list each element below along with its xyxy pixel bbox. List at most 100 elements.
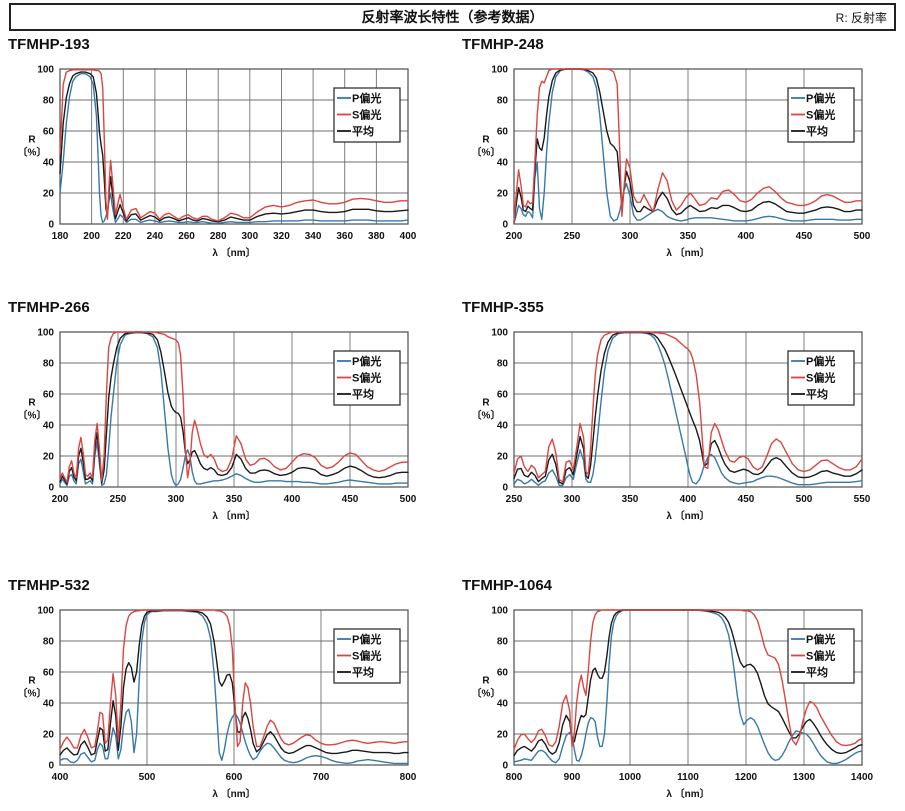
svg-text:800: 800 [400,772,417,783]
series-line-p [513,332,863,487]
tick-labels: 400 500 600 700 800 0 20 40 60 80 100 [37,606,416,784]
svg-text:〔%〕: 〔%〕 [472,146,501,159]
svg-text:250: 250 [110,494,127,505]
chart-title-tfmhp-355: TFMHP-355 [462,299,544,316]
svg-text:20: 20 [43,189,55,200]
svg-text:100: 100 [37,65,54,76]
svg-text:260: 260 [178,231,195,242]
chart-title-tfmhp-266: TFMHP-266 [8,299,90,316]
svg-text:400: 400 [400,231,417,242]
series-line-s [59,609,409,751]
legend-label-avg: 平均 [352,387,374,401]
svg-text:1000: 1000 [619,772,642,783]
svg-text:100: 100 [37,328,54,339]
legend-label-p: P偏光 [806,632,835,646]
chart-block-tfmhp-532: TFMHP-532 400 500 600 700 800 0 20 40 60 80 100 R 〔%… [8,577,462,801]
chart-block-tfmhp-248: TFMHP-248 200 250 300 350 400 450 500 0 20 40 60 80… [462,36,905,299]
legend-label-avg: 平均 [806,665,828,679]
svg-text:500: 500 [400,494,417,505]
svg-text:380: 380 [368,231,385,242]
chart-tfmhp-193: 180 200 220 240 260 280 300 320 340 360 380 400 0 20 4… [18,65,417,260]
chart-block-tfmhp-193: TFMHP-193 180 200 220 240 260 280 300 320 340 360… [8,36,462,299]
y-axis-label: R [482,398,490,409]
svg-text:20: 20 [43,730,55,741]
svg-text:350: 350 [226,494,243,505]
svg-text:20: 20 [497,452,509,463]
chart-tfmhp-248: 200 250 300 350 400 450 500 0 20 40 60 80 100 R〔%〕 λ 〔… [472,65,871,260]
tick-labels: 180 200 220 240 260 280 300 320 340 360 380 400 0 20 4… [37,65,416,243]
svg-text:1400: 1400 [851,772,874,783]
chart-tfmhp-355: 250 300 350 400 450 500 550 0 20 40 60 80 100 R〔%〕 λ 〔… [472,328,871,523]
series-line-s [59,69,409,222]
svg-text:0: 0 [502,220,508,231]
series-line-p [513,68,863,224]
y-axis-label: R [28,135,36,146]
header-note: R: 反射率 [835,11,887,25]
svg-text:1100: 1100 [677,772,699,783]
svg-text:350: 350 [680,231,697,242]
y-axis-label: R [28,676,36,687]
svg-text:60: 60 [43,390,55,401]
svg-text:280: 280 [210,231,227,242]
plot-border [59,331,409,488]
svg-text:100: 100 [491,65,508,76]
svg-text:900: 900 [564,772,581,783]
chart-title-tfmhp-532: TFMHP-532 [8,577,90,594]
svg-text:80: 80 [43,637,55,648]
svg-text:500: 500 [854,231,871,242]
svg-text:200: 200 [52,494,69,505]
x-axis-label: λ 〔nm〕 [666,787,709,800]
legend-label-p: P偏光 [806,354,835,368]
svg-text:250: 250 [506,494,523,505]
svg-text:80: 80 [43,359,55,370]
svg-text:〔%〕: 〔%〕 [472,687,501,700]
svg-text:〔%〕: 〔%〕 [18,409,47,422]
svg-text:〔%〕: 〔%〕 [18,146,47,159]
svg-text:40: 40 [497,421,509,432]
series-line-avg [59,609,409,756]
svg-text:1200: 1200 [735,772,758,783]
chart-block-tfmhp-1064: TFMHP-1064 800 900 1000 1100 1200 1300 1400 0 20… [462,577,905,801]
svg-text:40: 40 [43,421,55,432]
svg-text:240: 240 [147,231,164,242]
svg-text:300: 300 [622,231,639,242]
svg-text:350: 350 [622,494,639,505]
svg-text:400: 400 [680,494,697,505]
svg-text:500: 500 [139,772,156,783]
svg-text:80: 80 [497,637,509,648]
svg-text:100: 100 [491,606,508,617]
svg-text:550: 550 [854,494,871,505]
x-axis-label: λ 〔nm〕 [666,509,709,522]
svg-text:40: 40 [497,699,509,710]
svg-text:360: 360 [336,231,353,242]
svg-text:800: 800 [506,772,523,783]
series-line-s [513,68,863,224]
legend-label-s: S偏光 [806,371,835,385]
svg-text:200: 200 [506,231,523,242]
svg-text:500: 500 [796,494,813,505]
svg-text:80: 80 [43,96,55,107]
svg-text:80: 80 [497,96,509,107]
series-line-s [513,609,863,751]
svg-text:200: 200 [83,231,100,242]
svg-text:400: 400 [738,231,755,242]
svg-text:0: 0 [502,761,508,772]
svg-text:40: 40 [43,158,55,169]
svg-text:220: 220 [115,231,132,242]
series-line-s [513,331,863,483]
svg-text:0: 0 [48,483,54,494]
series-line-s [59,331,409,483]
svg-text:〔%〕: 〔%〕 [18,687,47,700]
chart-tfmhp-1064: 800 900 1000 1100 1200 1300 1400 0 20 40 60 80 100 R〔… [472,606,874,801]
svg-text:20: 20 [43,452,55,463]
svg-text:0: 0 [502,483,508,494]
series-line-p [59,73,409,224]
y-axis-label: R [482,676,490,687]
plot-border [59,609,409,766]
chart-title-tfmhp-248: TFMHP-248 [462,36,544,53]
